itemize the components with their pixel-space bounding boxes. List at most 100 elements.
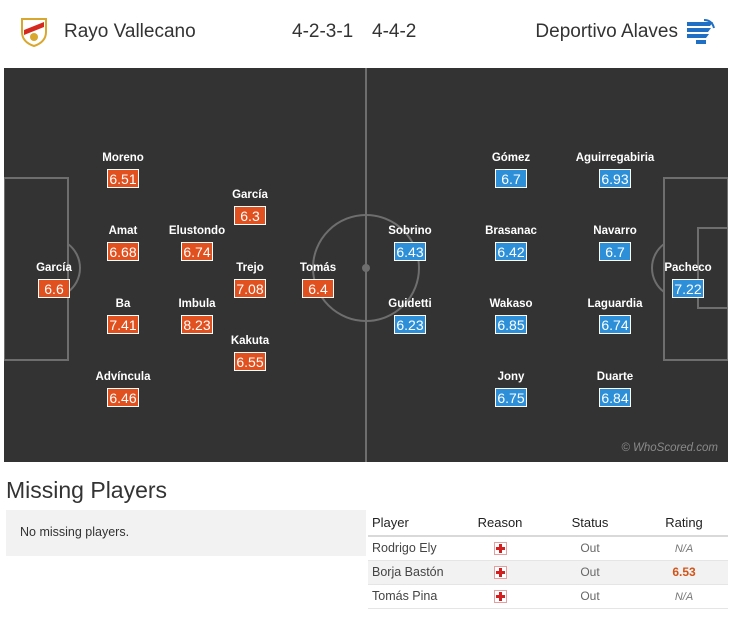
- player-rating: 6.6: [38, 279, 70, 298]
- player-name: Ba: [115, 298, 131, 310]
- player-rating: 6.74: [181, 242, 213, 261]
- home-missing-panel: No missing players.: [6, 510, 366, 556]
- away-player[interactable]: Duarte 6.84: [575, 370, 655, 408]
- player-name: Guidetti: [388, 298, 432, 310]
- away-player[interactable]: Navarro 6.7: [575, 224, 655, 262]
- player-rating: 7.41: [107, 315, 139, 334]
- player-rating: 6.68: [107, 242, 139, 261]
- player-rating: 6.7: [599, 242, 631, 261]
- player-rating: 6.51: [107, 169, 139, 188]
- player-name: Moreno: [102, 152, 144, 164]
- player-name: Wakaso: [489, 298, 533, 310]
- home-player[interactable]: Tomás 6.4: [278, 261, 358, 299]
- home-player[interactable]: Ba 7.41: [83, 297, 163, 335]
- missing-player-name[interactable]: Rodrigo Ely: [368, 536, 460, 561]
- player-name: Imbula: [178, 298, 216, 310]
- missing-player-name[interactable]: Tomás Pina: [368, 584, 460, 609]
- player-rating: 6.55: [234, 352, 266, 371]
- table-header-row: Player Reason Status Rating: [368, 510, 728, 537]
- player-rating: 6.3: [234, 206, 266, 225]
- no-missing-message: No missing players.: [20, 525, 130, 539]
- away-player[interactable]: Wakaso 6.85: [471, 297, 551, 335]
- player-name: Kakuta: [230, 335, 270, 347]
- away-player[interactable]: Aguirregabiria 6.93: [575, 151, 655, 189]
- watermark: © WhoScored.com: [621, 442, 718, 454]
- player-rating: 6.42: [495, 242, 527, 261]
- player-rating: 7.08: [234, 279, 266, 298]
- missing-rating: 6.53: [672, 565, 696, 579]
- injury-icon[interactable]: [493, 590, 507, 604]
- player-rating: 6.23: [394, 315, 426, 334]
- player-name: Advíncula: [95, 371, 151, 383]
- home-player[interactable]: Amat 6.68: [83, 224, 163, 262]
- player-rating: 7.22: [672, 279, 704, 298]
- missing-player-name[interactable]: Borja Bastón: [368, 560, 460, 585]
- player-rating: 6.43: [394, 242, 426, 261]
- player-name: Jony: [497, 371, 525, 383]
- player-rating: 6.46: [107, 388, 139, 407]
- player-rating: 6.85: [495, 315, 527, 334]
- column-header-reason[interactable]: Reason: [460, 510, 540, 537]
- home-player[interactable]: Moreno 6.51: [83, 151, 163, 189]
- missing-status: Out: [540, 536, 640, 561]
- player-rating: 6.75: [495, 388, 527, 407]
- away-player[interactable]: Gómez 6.7: [471, 151, 551, 189]
- home-player[interactable]: García 6.6: [14, 261, 94, 299]
- player-rating: 6.7: [495, 169, 527, 188]
- injury-icon[interactable]: [493, 566, 507, 580]
- table-row: Rodrigo Ely Out N/A: [368, 536, 728, 561]
- match-header: Rayo Vallecano 4-2-3-1 4-4-2 Deportivo A…: [4, 4, 726, 64]
- missing-status: Out: [540, 584, 640, 609]
- missing-rating: N/A: [674, 591, 694, 603]
- injury-icon[interactable]: [493, 542, 507, 556]
- home-player[interactable]: Imbula 8.23: [157, 297, 237, 335]
- table-row: Borja Bastón Out 6.53: [368, 560, 728, 585]
- away-player[interactable]: Laguardia 6.74: [575, 297, 655, 335]
- player-name: Amat: [108, 225, 138, 237]
- player-name: Laguardia: [587, 298, 643, 310]
- away-team-name[interactable]: Deportivo Alaves: [535, 21, 678, 42]
- player-name: Pacheco: [664, 262, 712, 274]
- home-player[interactable]: Elustondo 6.74: [157, 224, 237, 262]
- player-name: Aguirregabiria: [575, 152, 655, 164]
- away-player[interactable]: Sobrino 6.43: [370, 224, 450, 262]
- away-formation: 4-4-2: [372, 21, 417, 42]
- missing-status: Out: [540, 560, 640, 585]
- column-header-rating[interactable]: Rating: [640, 510, 728, 537]
- home-player[interactable]: Trejo 7.08: [210, 261, 290, 299]
- column-header-status[interactable]: Status: [540, 510, 640, 537]
- player-rating: 6.84: [599, 388, 631, 407]
- player-name: Elustondo: [168, 225, 226, 237]
- player-rating: 8.23: [181, 315, 213, 334]
- player-rating: 6.93: [599, 169, 631, 188]
- table-row: Tomás Pina Out N/A: [368, 584, 728, 609]
- rayo-vallecano-crest-icon[interactable]: [18, 16, 50, 48]
- away-player[interactable]: Guidetti 6.23: [370, 297, 450, 335]
- away-player[interactable]: Brasanac 6.42: [471, 224, 551, 262]
- player-name: Duarte: [596, 371, 634, 383]
- column-header-player[interactable]: Player: [368, 510, 460, 537]
- player-name: Tomás: [299, 262, 337, 274]
- player-name: Gómez: [491, 152, 531, 164]
- home-player[interactable]: Advíncula 6.46: [83, 370, 163, 408]
- home-formation: 4-2-3-1: [292, 21, 354, 42]
- missing-rating: N/A: [674, 543, 694, 556]
- player-name: García: [36, 262, 72, 274]
- home-player[interactable]: García 6.3: [210, 188, 290, 226]
- player-name: Navarro: [593, 225, 637, 237]
- pitch: García 6.6 Moreno 6.51 Amat 6.68 Ba 7.41…: [4, 68, 728, 462]
- home-player[interactable]: Kakuta 6.55: [210, 334, 290, 372]
- away-player[interactable]: Pacheco 7.22: [648, 261, 728, 299]
- away-player[interactable]: Jony 6.75: [471, 370, 551, 408]
- player-name: García: [232, 189, 268, 201]
- player-rating: 6.4: [302, 279, 334, 298]
- alaves-crest-icon[interactable]: [684, 16, 716, 48]
- player-rating: 6.74: [599, 315, 631, 334]
- missing-players-title: Missing Players: [6, 477, 168, 503]
- pitch-markings: [4, 68, 728, 462]
- player-name: Sobrino: [388, 225, 432, 237]
- away-missing-table: Player Reason Status Rating Rodrigo Ely …: [368, 510, 728, 609]
- home-team-name[interactable]: Rayo Vallecano: [64, 21, 196, 42]
- player-name: Brasanac: [485, 225, 537, 237]
- player-name: Trejo: [236, 262, 264, 274]
